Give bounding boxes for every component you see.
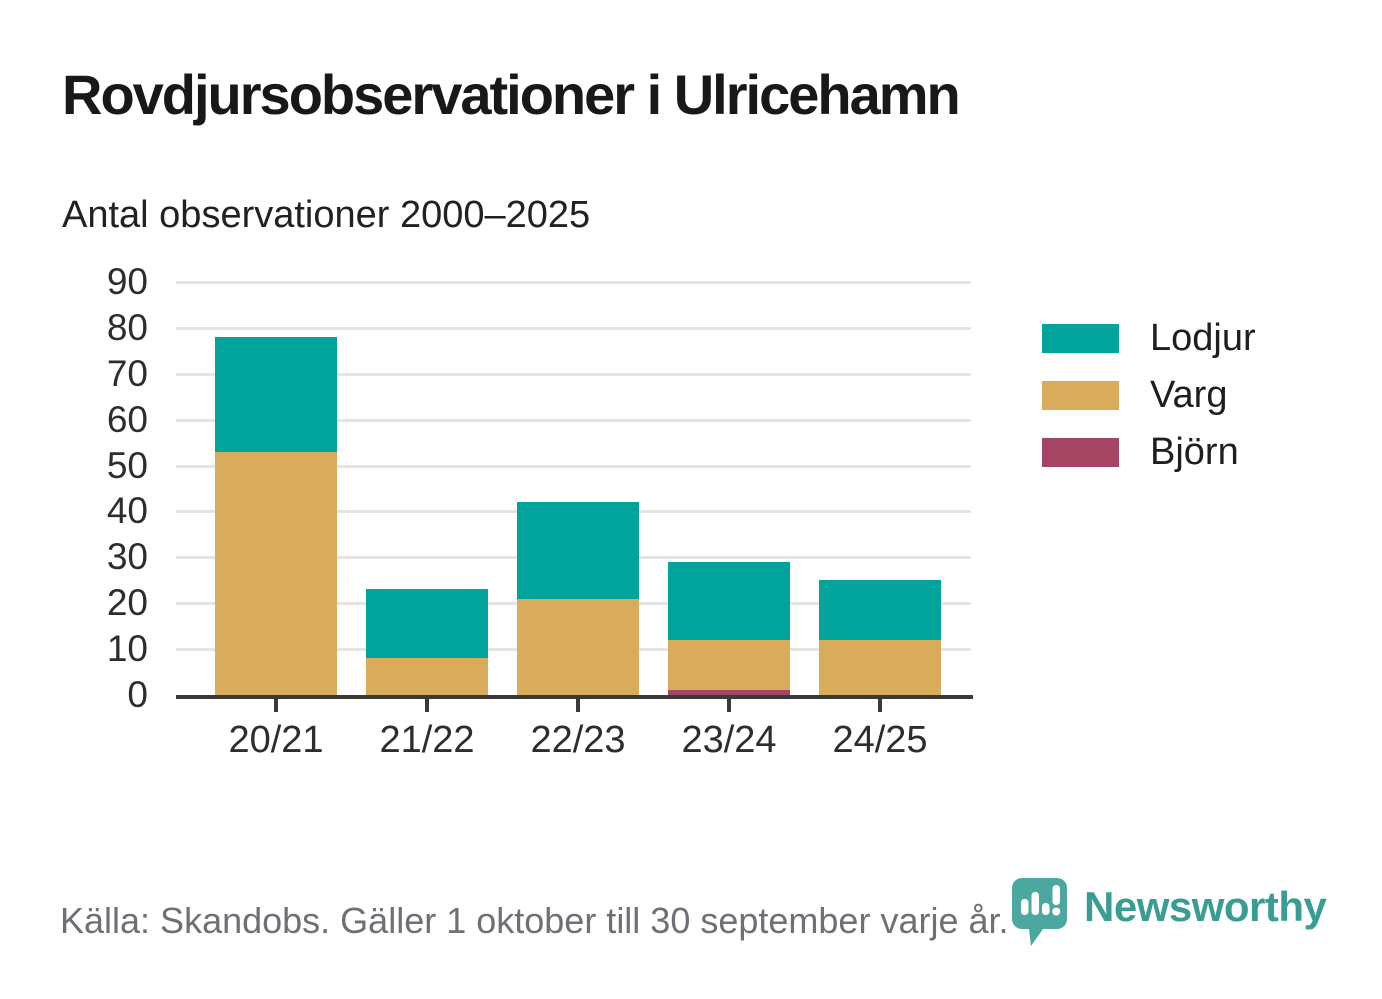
y-axis-tick-label: 50 <box>106 444 148 486</box>
bar-segment-bjorn <box>668 690 790 695</box>
gridline <box>176 281 971 284</box>
gridline <box>176 464 971 468</box>
y-axis-tick-label: 70 <box>106 352 148 394</box>
bar-segment-lodjur <box>215 337 337 452</box>
newsworthy-pin-bar-chart-icon <box>1012 878 1067 946</box>
bar-segment-varg <box>517 598 639 695</box>
legend-item-bjorn: Björn <box>1042 430 1239 475</box>
x-axis-tick-label: 23/24 <box>681 719 777 761</box>
legend-label: Lodjur <box>1150 317 1256 359</box>
bar-segment-lodjur <box>819 580 941 640</box>
bar-segment-varg <box>366 658 488 695</box>
source-text: Källa: Skandobs. Gäller 1 oktober till 3… <box>60 900 1009 941</box>
x-axis-tick-label: 21/22 <box>379 719 475 761</box>
chart-subtitle: Antal observationer 2000–2025 <box>62 194 591 236</box>
bar-segment-varg <box>819 639 941 695</box>
newsworthy-logo-text: Newsworthy <box>1084 883 1327 930</box>
chart-title: Rovdjursobservationer i Ulricehamn <box>62 63 961 126</box>
x-axis-line <box>176 695 973 699</box>
y-axis-tick-label: 10 <box>106 628 148 670</box>
legend-item-lodjur: Lodjur <box>1042 316 1256 361</box>
x-axis-tick <box>274 699 278 712</box>
gridline <box>176 418 971 422</box>
y-axis-tick-label: 30 <box>106 536 148 578</box>
x-axis-tick <box>878 699 882 712</box>
x-axis-tick-label: 24/25 <box>832 719 928 761</box>
plot-area <box>176 281 971 695</box>
x-axis-tick <box>576 699 580 712</box>
legend-item-varg: Varg <box>1042 373 1227 418</box>
bar-segment-lodjur <box>366 589 488 659</box>
x-axis-tick <box>727 699 731 712</box>
newsworthy-logo: Newsworthy <box>1011 877 1327 948</box>
legend-swatch <box>1042 324 1119 353</box>
gridline <box>176 372 971 376</box>
y-axis-tick-label: 90 <box>106 261 148 302</box>
bar-segment-lodjur <box>517 502 639 599</box>
legend-label: Björn <box>1150 431 1239 473</box>
y-axis-tick-label: 60 <box>106 398 148 440</box>
x-axis-tick <box>425 699 429 712</box>
y-axis-tick-label: 0 <box>127 674 148 715</box>
legend-label: Varg <box>1150 374 1228 416</box>
gridline <box>176 326 971 330</box>
y-axis-tick-label: 40 <box>106 490 148 532</box>
bar-segment-varg <box>215 451 337 695</box>
y-axis-tick-label: 20 <box>106 582 148 624</box>
legend-swatch <box>1042 438 1119 467</box>
x-axis-tick-label: 20/21 <box>228 719 324 761</box>
x-axis-tick-label: 22/23 <box>530 719 626 761</box>
bar-segment-lodjur <box>668 561 790 640</box>
legend-swatch <box>1042 381 1119 410</box>
bar-segment-varg <box>668 639 790 691</box>
y-axis-tick-label: 80 <box>106 306 148 348</box>
